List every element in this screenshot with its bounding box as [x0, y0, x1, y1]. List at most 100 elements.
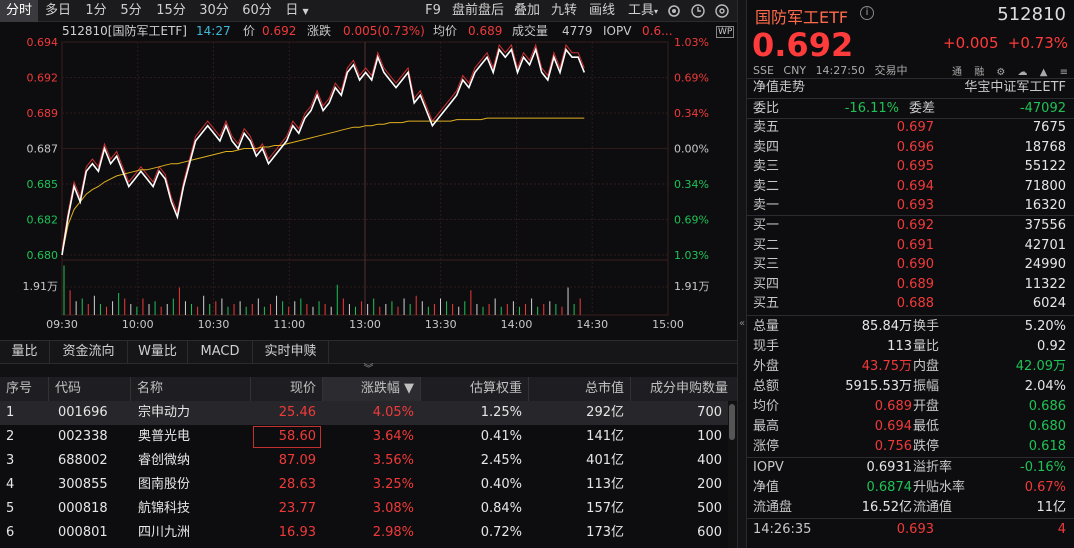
- tab-intraday[interactable]: 分时: [0, 0, 38, 22]
- divider: [747, 118, 1074, 119]
- cloud-icon[interactable]: ☁: [1017, 67, 1028, 78]
- table-row[interactable]: 2 002338 奥普光电 58.60 3.64% 0.41% 141亿 100: [0, 425, 728, 449]
- volume-label: 成交量: [512, 24, 549, 38]
- stat-row: 涨停 0.756 跌停 0.618: [747, 437, 1074, 457]
- row-weight: 0.40%: [480, 477, 522, 492]
- x-tick-label: 13:30: [425, 318, 457, 331]
- overlay-button[interactable]: 叠加: [513, 3, 540, 18]
- price-line: [61, 47, 586, 256]
- asks-level[interactable]: 卖二 0.694 71800: [747, 177, 1074, 197]
- bids-level[interactable]: 买二 0.691 42701: [747, 236, 1074, 256]
- asks-price: 0.695: [896, 159, 934, 174]
- asks-level[interactable]: 卖五 0.697 7675: [747, 118, 1074, 138]
- security-title[interactable]: 国防军工ETF: [755, 8, 849, 27]
- table-row[interactable]: 3 688002 睿创微纳 87.09 3.56% 2.45% 401亿 400: [0, 449, 728, 473]
- asks-label: 卖一: [753, 198, 780, 213]
- stat-value: 0.67%: [1024, 480, 1066, 495]
- panel-splitter[interactable]: «: [737, 0, 747, 548]
- tab-macd[interactable]: MACD: [188, 341, 253, 364]
- table-scrollbar[interactable]: [728, 402, 737, 548]
- row-pct-change: 3.25%: [372, 477, 414, 492]
- table-row[interactable]: 4 300855 图南股份 28.63 3.25% 0.40% 113亿 200: [0, 473, 728, 497]
- divider: [747, 315, 1074, 316]
- bids-label: 买五: [753, 296, 780, 311]
- tab-multiday[interactable]: 多日: [44, 3, 71, 18]
- clock-icon[interactable]: [690, 3, 706, 19]
- iopv-label: IOPV: [603, 24, 632, 38]
- row-price: 28.63: [278, 477, 316, 492]
- bids-level[interactable]: 买四 0.689 11322: [747, 275, 1074, 295]
- draw-line-button[interactable]: 画线: [588, 3, 615, 18]
- row-subscription-qty: 600: [697, 525, 722, 540]
- stat-row: 均价 0.689 开盘 0.686: [747, 397, 1074, 417]
- tick-time: 14:26:35: [753, 522, 812, 537]
- table-row[interactable]: 1 001696 宗申动力 25.46 4.05% 1.25% 292亿 700: [0, 401, 728, 425]
- gear-icon[interactable]: [666, 3, 682, 19]
- bids-level[interactable]: 买一 0.692 37556: [747, 216, 1074, 236]
- asks-volume: 7675: [1032, 120, 1066, 135]
- premarket-button[interactable]: 盘前盘后: [451, 3, 504, 18]
- security-code: 512810: [997, 4, 1066, 25]
- stat-row: 最高 0.694 最低 0.680: [747, 417, 1074, 437]
- bids-label: 买三: [753, 257, 780, 272]
- f9-button[interactable]: F9: [425, 3, 441, 18]
- row-code: 000801: [58, 525, 108, 540]
- settings-icon[interactable]: [714, 3, 730, 19]
- bids-label: 买一: [753, 218, 780, 233]
- alert-icon[interactable]: ▲: [1039, 67, 1048, 78]
- row-index: 6: [6, 525, 15, 540]
- asks-volume: 18768: [1024, 139, 1066, 155]
- intraday-chart[interactable]: 0.694 1.03% 0.692 0.69% 0.689 0.34% 0.687 0.00%…: [0, 0, 737, 340]
- tab-60min[interactable]: 60分: [242, 3, 272, 18]
- row-name: 睿创微纳: [138, 453, 191, 468]
- row-price: 23.77: [278, 501, 316, 516]
- stat-label: 跌停: [913, 439, 940, 454]
- asks-level[interactable]: 卖三 0.695 55122: [747, 157, 1074, 177]
- tools-button[interactable]: 工具▾: [623, 0, 663, 22]
- tab-fund-flow[interactable]: 资金流向: [50, 341, 128, 364]
- row-index: 5: [6, 501, 15, 516]
- tab-30min[interactable]: 30分: [199, 3, 229, 18]
- indicator-tabs: 量比 资金流向 W量比 MACD 实时申赎: [0, 340, 737, 364]
- tab-5min[interactable]: 5分: [120, 3, 142, 18]
- wp-badge[interactable]: WP: [716, 26, 735, 38]
- info-icon[interactable]: i: [860, 6, 874, 20]
- table-row[interactable]: 5 000818 航锦科技 23.77 3.08% 0.84% 157亿 500: [0, 497, 728, 521]
- row-pct-change: 2.98%: [372, 525, 414, 540]
- tab-1min[interactable]: 1分: [85, 3, 107, 18]
- table-row[interactable]: 6 000801 四川九洲 16.93 2.98% 0.72% 173亿 600: [0, 521, 728, 545]
- col-header-subscription-qty[interactable]: 成分申购数量: [630, 377, 737, 401]
- tab-15min[interactable]: 15分: [156, 3, 186, 18]
- col-header-pct-change[interactable]: 涨跌幅 ▼: [322, 377, 420, 401]
- col-header-index[interactable]: 序号: [0, 377, 48, 401]
- row-subscription-qty: 100: [697, 429, 722, 444]
- col-header-market-cap[interactable]: 总市值: [528, 377, 630, 401]
- scrollbar-thumb[interactable]: [729, 404, 735, 440]
- col-header-code[interactable]: 代码: [48, 377, 130, 401]
- price-highlight-box: [253, 426, 321, 448]
- margin-icon[interactable]: 融: [974, 67, 985, 78]
- stat-value: 0.92: [1037, 339, 1066, 354]
- asks-level[interactable]: 卖四 0.696 18768: [747, 138, 1074, 158]
- tab-volume-ratio[interactable]: 量比: [0, 341, 50, 364]
- stat-label: 净值: [753, 480, 780, 495]
- bids-level[interactable]: 买五 0.688 6024: [747, 294, 1074, 314]
- nav-trend-link[interactable]: 净值走势: [753, 80, 806, 95]
- collapse-toggle[interactable]: ︾: [0, 364, 737, 377]
- gear-icon[interactable]: ⚙: [996, 67, 1006, 78]
- bids-level[interactable]: 买三 0.690 24990: [747, 255, 1074, 275]
- menu-icon[interactable]: ≡: [1059, 67, 1068, 78]
- asks-level[interactable]: 卖一 0.693 16320: [747, 196, 1074, 216]
- exchange: SSE: [753, 64, 774, 77]
- col-header-name[interactable]: 名称: [130, 377, 250, 401]
- y-tick-label-pct: 1.03%: [674, 36, 709, 49]
- col-header-price[interactable]: 现价: [250, 377, 322, 401]
- nine-turn-button[interactable]: 九转: [550, 3, 577, 18]
- connect-icon[interactable]: 通: [952, 67, 962, 78]
- bids-price: 0.692: [896, 218, 934, 233]
- tab-realtime-redemption[interactable]: 实时申赎: [253, 341, 329, 364]
- col-header-weight[interactable]: 估算权重: [420, 377, 528, 401]
- tab-daily[interactable]: 日 ▼: [280, 0, 314, 22]
- tab-w-volume-ratio[interactable]: W量比: [128, 341, 188, 364]
- tab-daily-label: 日: [285, 3, 299, 18]
